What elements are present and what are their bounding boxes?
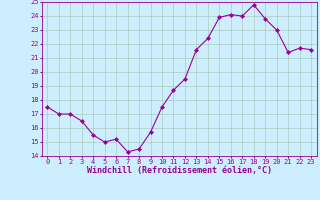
X-axis label: Windchill (Refroidissement éolien,°C): Windchill (Refroidissement éolien,°C) bbox=[87, 166, 272, 175]
